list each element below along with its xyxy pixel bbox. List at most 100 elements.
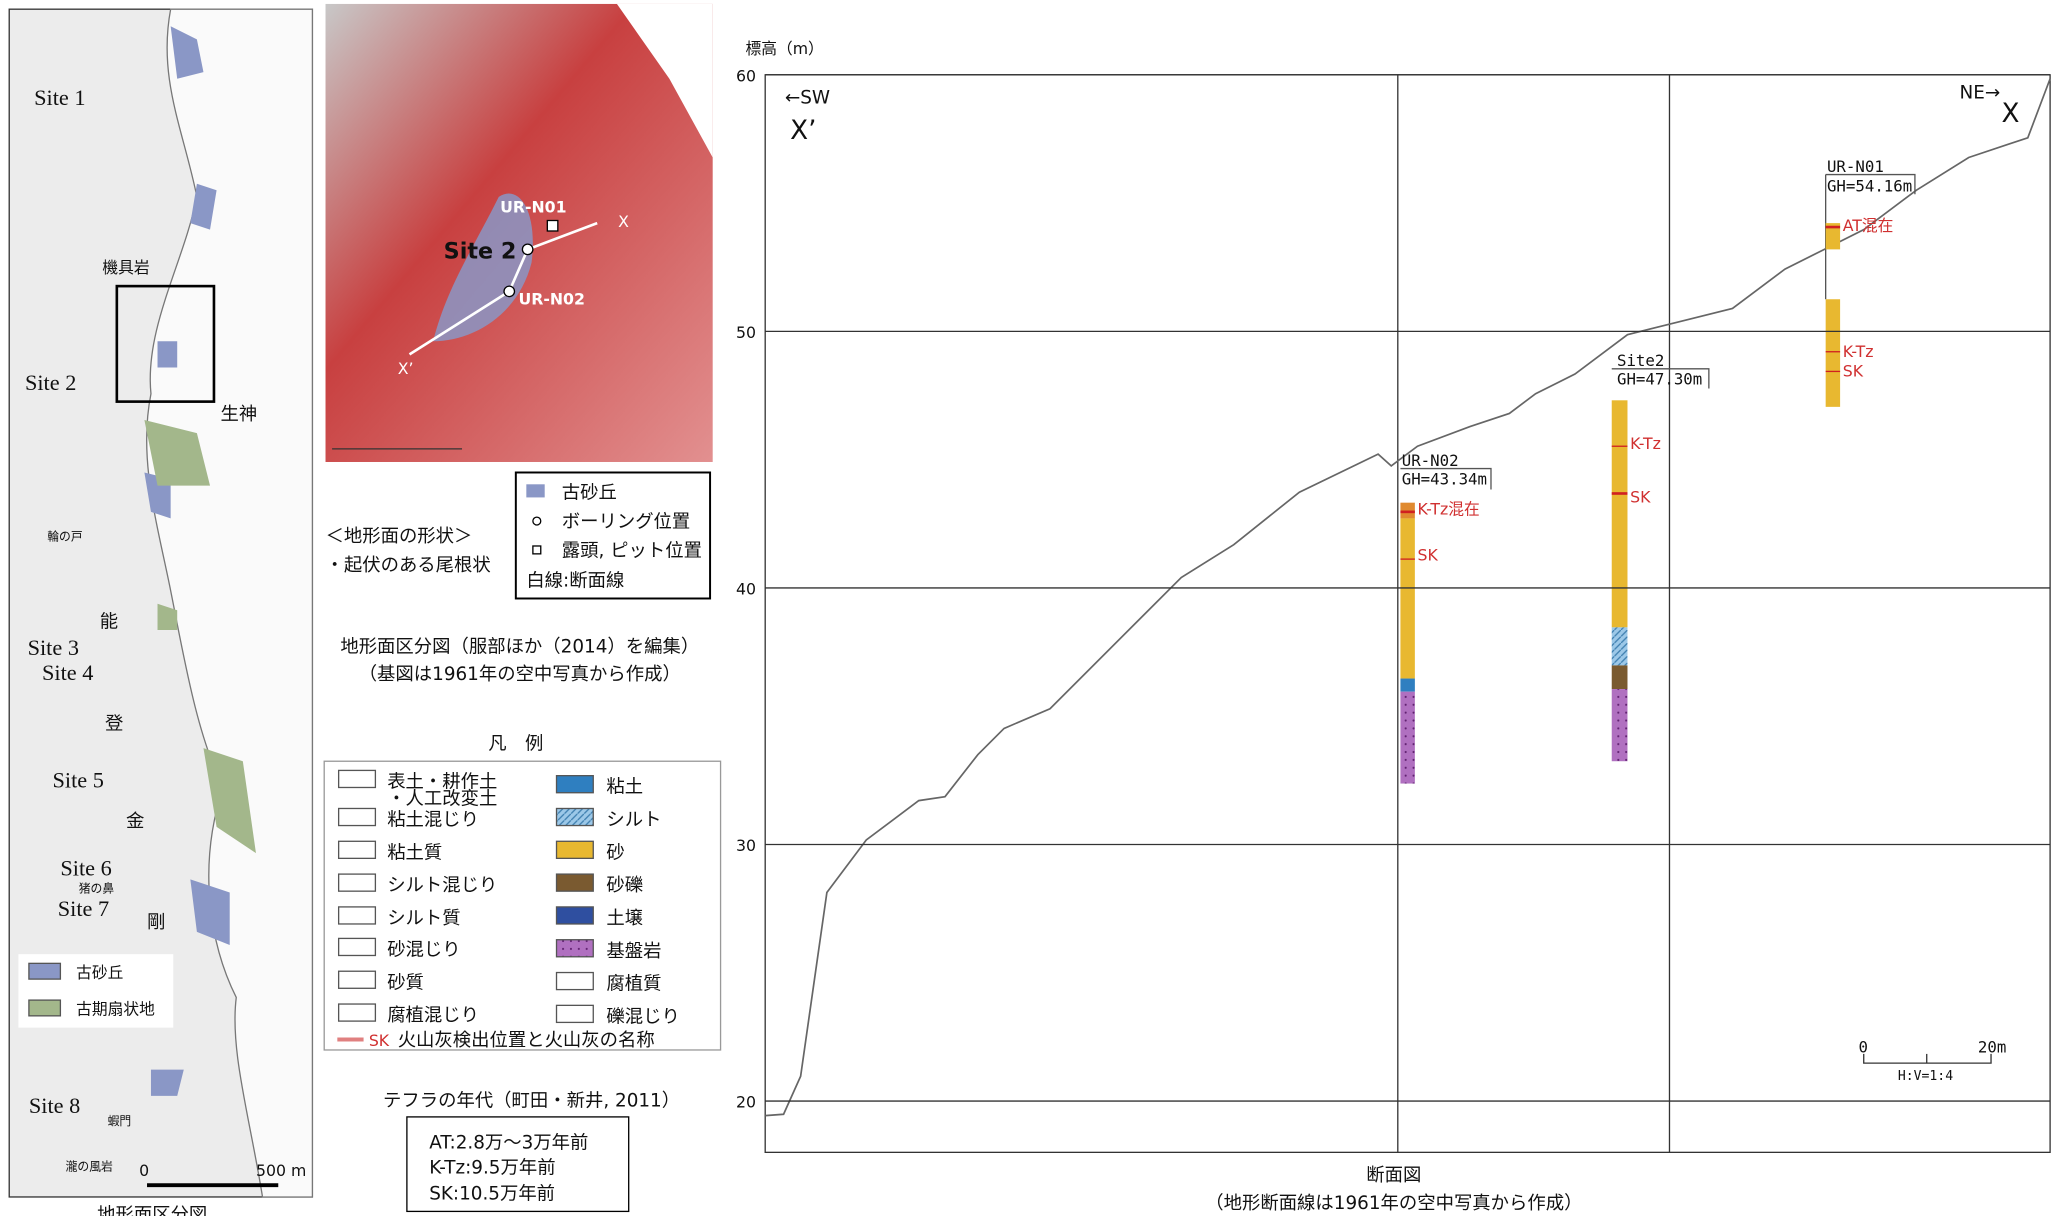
legend-label: 粘土質: [387, 842, 442, 863]
ash-label: K-Tz: [1843, 342, 1874, 361]
place-label: 猪の鼻: [79, 881, 115, 895]
legend: 凡 例 SK 火山灰検出位置と火山灰の名称 表土・耕作土・人工改変土粘土混じり粘…: [323, 733, 722, 1051]
place-label: 蝦門: [108, 1114, 132, 1128]
direction: ←SW: [785, 88, 830, 109]
legend-label: 砂質: [387, 972, 424, 993]
site-label: Site 2: [25, 370, 76, 395]
legend-swatch: [555, 807, 594, 827]
tephra-frame: [406, 1116, 630, 1213]
gh-bracket: [1400, 467, 1492, 490]
tephra-row: AT:2.8万～3万年前: [429, 1132, 588, 1153]
scale-label: 20m: [1978, 1038, 2006, 1057]
site-label: Site 1: [34, 85, 85, 110]
place-label: 剛: [147, 912, 165, 933]
legend-swatch: [337, 1003, 377, 1022]
layer: [1611, 627, 1628, 666]
legend-label: 腐植質: [606, 974, 661, 995]
borehole-gh: GH=54.16m: [1827, 177, 1912, 196]
scale-label: 0: [139, 1161, 149, 1180]
aerial-label: Site 2: [444, 239, 517, 265]
key-box: 古砂丘 ボーリング位置 露頭, ピット位置 白線:断面線: [514, 471, 712, 600]
gh-bracket: [1825, 173, 1916, 195]
tephra-row: SK:10.5万年前: [429, 1184, 555, 1205]
legend-swatch: [555, 873, 594, 892]
legend-label: 古砂丘: [76, 963, 123, 982]
ash-code: SK: [369, 1031, 390, 1050]
legend-label: 砂混じり: [387, 939, 460, 960]
shape-note: ＜地形面の形状＞: [326, 526, 473, 547]
legend-label: 基盤岩: [606, 941, 661, 962]
aerial-mask: [616, 3, 713, 158]
key-label: 白線:断面線: [526, 571, 624, 592]
ash-label: AT混在: [1843, 216, 1894, 235]
y-tick-label: 40: [736, 579, 756, 598]
legend-swatch: [555, 775, 594, 794]
key-label: ボーリング位置: [562, 512, 691, 533]
key-label: 古砂丘: [562, 483, 617, 504]
legend-swatch: [555, 906, 594, 925]
site2-box: [115, 284, 216, 403]
legend-label: 土壌: [606, 908, 643, 929]
legend-swatch: [337, 937, 377, 957]
layer: [1825, 223, 1841, 250]
key-label: 露頭, ピット位置: [562, 540, 702, 561]
scale-label: 0: [1858, 1038, 1867, 1057]
layer: [1400, 678, 1415, 692]
key-symbol: [532, 516, 542, 526]
y-axis-label: 標高（m）: [746, 39, 824, 58]
ash-label: SK: [1417, 545, 1438, 564]
layer: [1611, 665, 1628, 690]
borehole-name: UR-N01: [1827, 157, 1884, 176]
key-swatch: [526, 484, 545, 498]
scale-label: 500 m: [256, 1161, 306, 1180]
legend-swatch: [337, 873, 377, 892]
boring-point: [503, 285, 516, 298]
aerial-label: X’: [398, 359, 414, 378]
legend-swatch: [337, 807, 377, 827]
place-label: 金: [126, 811, 144, 832]
map-caption: 地形面区分図: [97, 1205, 207, 1216]
legend-swatch: [555, 939, 594, 958]
legend-label: ・人工改変土: [387, 789, 497, 810]
direction: NE→: [1960, 82, 2001, 103]
layer: [1611, 400, 1628, 628]
legend-swatch: [337, 970, 377, 989]
key-symbol: [532, 545, 542, 555]
legend-label: 表土・耕作土: [387, 771, 497, 792]
pit-point: [546, 219, 559, 232]
ash-label: K-Tz: [1630, 434, 1661, 453]
borehole-gh: GH=43.34m: [1402, 469, 1487, 488]
site-label: Site 7: [58, 896, 109, 921]
section: 標高（m） ←SW X’ NE→ X UR-N02 GH=43.34m K-Tz…: [736, 39, 2051, 1214]
map-panel: Site 1 Site 2 Site 3 Site 4 Site 5 Site …: [8, 8, 314, 1216]
legend-label: シルト混じり: [387, 875, 497, 896]
aerial-label: UR-N01: [500, 198, 567, 217]
legend-label: 砂礫: [606, 875, 643, 896]
legend-label: シルト: [606, 810, 661, 831]
legend-swatch: [28, 962, 62, 980]
y-tick-label: 20: [736, 1093, 756, 1112]
layer: [1400, 691, 1415, 784]
tephra-row: K-Tz:9.5万年前: [429, 1157, 555, 1178]
place-label: 輪の戸: [47, 530, 83, 544]
legend-label: 粘土: [606, 777, 643, 798]
fan-area: [144, 419, 256, 854]
terrain-profile: [765, 78, 2051, 1117]
legend-swatch: [337, 840, 377, 860]
place-label: 機具岩: [102, 258, 149, 277]
legend-swatch: [555, 971, 594, 991]
ash-label: SK: [1630, 488, 1651, 507]
section-caption: （地形断面線は1961年の空中写真から作成）: [1205, 1193, 1582, 1214]
key-frame: [514, 471, 712, 600]
aerial-label: X: [618, 212, 629, 231]
site-label: Site 6: [60, 855, 111, 880]
section-end: X’: [790, 116, 816, 146]
site-label: Site 8: [29, 1093, 80, 1118]
place-label: 能: [100, 611, 118, 632]
map-caption: （基図は1961年の空中写真から作成）: [359, 664, 681, 685]
ash-label: SK: [1843, 362, 1864, 381]
y-tick-label: 50: [736, 323, 756, 342]
layer: [1611, 689, 1628, 762]
aerial-label: UR-N02: [518, 289, 585, 308]
